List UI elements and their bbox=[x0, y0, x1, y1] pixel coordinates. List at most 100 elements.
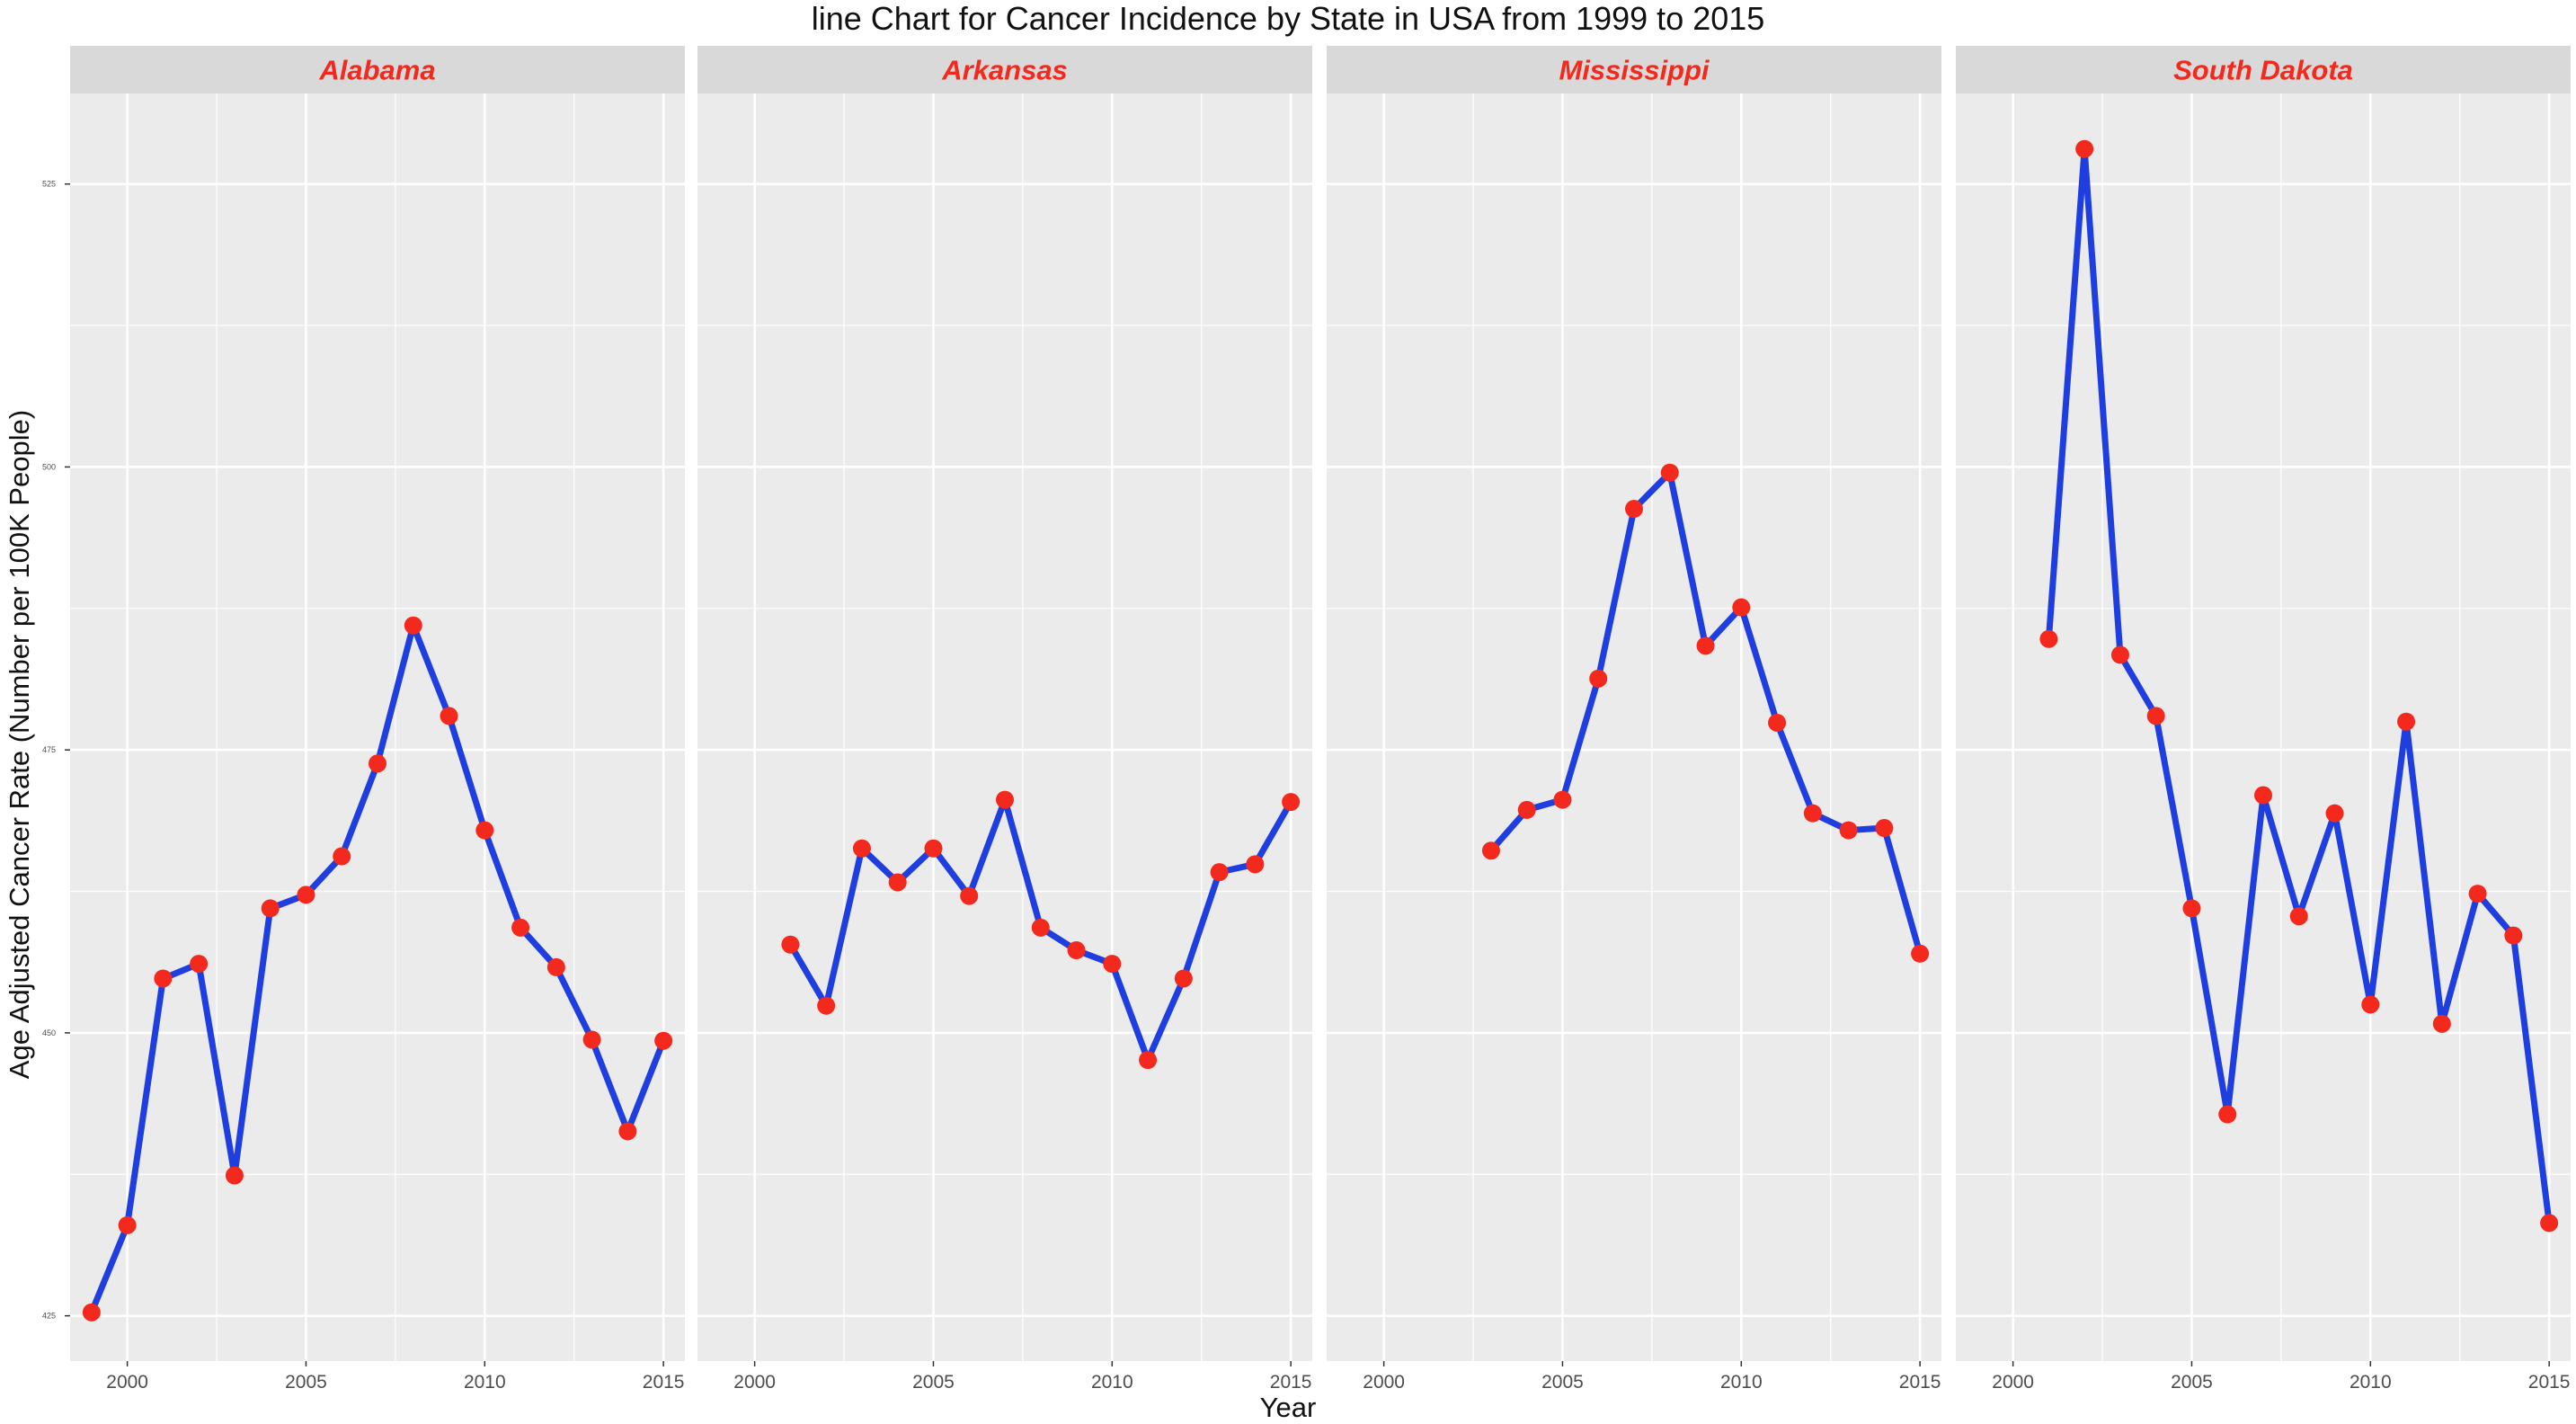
data-point bbox=[1139, 1051, 1158, 1070]
panel-background bbox=[1327, 93, 1941, 1361]
data-point bbox=[1174, 969, 1193, 988]
data-point bbox=[960, 886, 979, 905]
data-point bbox=[1911, 944, 1930, 963]
x-tick-label: 2005 bbox=[2171, 1372, 2213, 1393]
data-point bbox=[618, 1122, 637, 1141]
data-point bbox=[404, 616, 422, 635]
data-point bbox=[1768, 713, 1787, 732]
x-tick-label: 2015 bbox=[1270, 1372, 1312, 1393]
data-point bbox=[2254, 786, 2272, 805]
data-point bbox=[1732, 598, 1751, 617]
chart-title: line Chart for Cancer Incidence by State… bbox=[811, 0, 1765, 37]
data-point bbox=[654, 1031, 673, 1050]
x-axis-label: Year bbox=[1259, 1392, 1317, 1423]
data-point bbox=[2468, 885, 2487, 903]
x-tick-label: 2000 bbox=[1992, 1372, 2034, 1393]
y-tick-label: 500 bbox=[42, 462, 56, 471]
data-point bbox=[852, 839, 871, 858]
panel-mississippi: Mississippi 2000 2005 2010 2015 bbox=[1327, 46, 1941, 1393]
strip-label: Arkansas bbox=[941, 55, 1068, 86]
x-tick-label: 2000 bbox=[1363, 1372, 1405, 1393]
data-point bbox=[1517, 800, 1536, 819]
x-tick-label: 2015 bbox=[1899, 1372, 1941, 1393]
x-tick-label: 2015 bbox=[643, 1372, 685, 1393]
strip-label: Alabama bbox=[318, 55, 435, 86]
strip-label: Mississippi bbox=[1559, 55, 1710, 86]
x-tick-label: 2005 bbox=[1541, 1372, 1584, 1393]
data-point bbox=[1282, 793, 1301, 812]
x-tick-label: 2010 bbox=[464, 1372, 506, 1393]
panel-alabama: Alabama 2000 2005 2010 2015 bbox=[70, 46, 685, 1393]
data-point bbox=[118, 1215, 137, 1234]
y-tick-label: 525 bbox=[42, 180, 56, 189]
data-point bbox=[2075, 139, 2094, 158]
panel-background bbox=[697, 93, 1312, 1361]
y-tick-label: 425 bbox=[42, 1312, 56, 1321]
data-point bbox=[440, 707, 458, 725]
data-point bbox=[1875, 819, 1894, 838]
data-point bbox=[781, 935, 800, 954]
x-tick-label: 2015 bbox=[2528, 1372, 2571, 1393]
data-point bbox=[475, 821, 494, 840]
data-point bbox=[2361, 995, 2380, 1014]
y-tick-label: 450 bbox=[42, 1028, 56, 1037]
data-point bbox=[2146, 707, 2165, 725]
x-tick-label: 2000 bbox=[106, 1372, 148, 1393]
data-point bbox=[154, 969, 173, 988]
data-point bbox=[1210, 863, 1229, 882]
data-point bbox=[1031, 918, 1050, 937]
data-point bbox=[1625, 500, 1643, 519]
panel-background bbox=[1956, 93, 2571, 1361]
strip-label: South Dakota bbox=[2173, 55, 2353, 86]
data-point bbox=[511, 918, 530, 937]
data-point bbox=[1481, 841, 1500, 860]
data-point bbox=[1660, 463, 1679, 482]
strip-background bbox=[1327, 46, 1941, 93]
data-point bbox=[225, 1166, 244, 1185]
data-point bbox=[1589, 669, 1608, 688]
data-point bbox=[2182, 899, 2201, 918]
strip-background bbox=[70, 46, 685, 93]
data-point bbox=[1067, 941, 1086, 960]
data-point bbox=[297, 886, 315, 904]
data-point bbox=[2110, 645, 2129, 664]
data-point bbox=[1696, 636, 1715, 655]
data-point bbox=[2432, 1014, 2451, 1033]
panel-background bbox=[70, 93, 685, 1361]
x-tick-label: 2005 bbox=[912, 1372, 955, 1393]
data-point bbox=[996, 790, 1014, 809]
data-point bbox=[582, 1030, 601, 1049]
data-point bbox=[2397, 712, 2416, 731]
strip-background bbox=[697, 46, 1312, 93]
data-point bbox=[1103, 955, 1122, 974]
data-point bbox=[2540, 1214, 2559, 1233]
data-point bbox=[82, 1303, 101, 1322]
data-point bbox=[1839, 821, 1858, 840]
x-tick-label: 2010 bbox=[1720, 1372, 1763, 1393]
data-point bbox=[2289, 907, 2308, 926]
data-point bbox=[261, 899, 280, 918]
panel-south-dakota: South Dakota 2000 2005 2010 2015 bbox=[1956, 46, 2571, 1393]
data-point bbox=[1803, 804, 1822, 823]
data-point bbox=[1246, 855, 1265, 874]
data-point bbox=[2039, 629, 2058, 648]
data-point bbox=[369, 754, 386, 773]
data-point bbox=[190, 955, 209, 974]
data-point bbox=[2218, 1105, 2237, 1124]
x-tick-label: 2000 bbox=[733, 1372, 776, 1393]
data-point bbox=[1553, 790, 1572, 809]
data-point bbox=[888, 873, 907, 892]
x-tick-label: 2010 bbox=[2349, 1372, 2392, 1393]
data-point bbox=[2325, 804, 2344, 823]
data-point bbox=[546, 957, 565, 976]
strip-background bbox=[1956, 46, 2571, 93]
panel-arkansas: Arkansas 2000 2005 2010 2015 bbox=[697, 46, 1312, 1393]
data-point bbox=[333, 847, 351, 866]
x-tick-label: 2010 bbox=[1091, 1372, 1133, 1393]
data-point bbox=[924, 839, 943, 858]
data-point bbox=[2504, 926, 2523, 945]
x-tick-label: 2005 bbox=[285, 1372, 327, 1393]
data-point bbox=[817, 996, 836, 1015]
